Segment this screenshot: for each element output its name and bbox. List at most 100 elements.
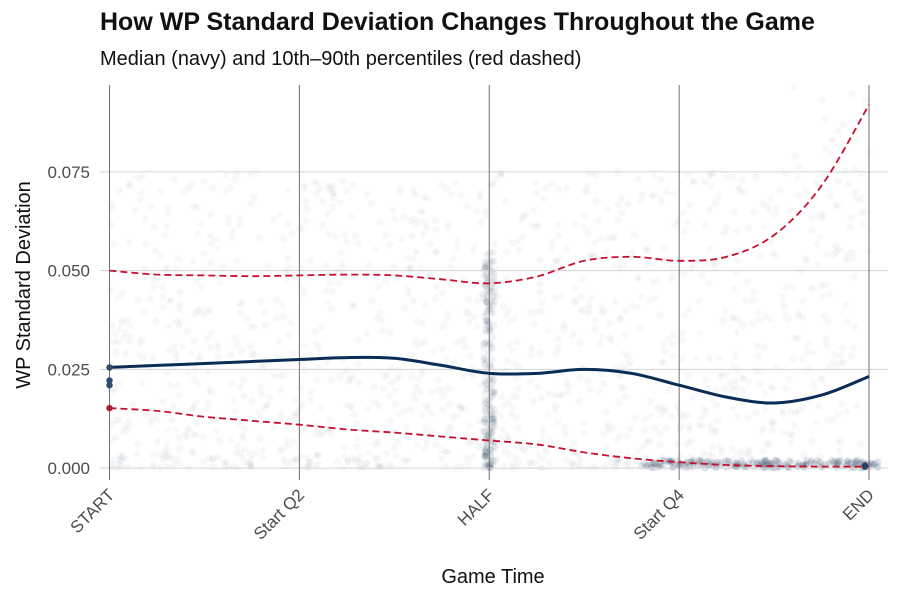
scatter-point: [491, 442, 499, 450]
scatter-point: [482, 452, 490, 460]
scatter-point: [739, 401, 747, 409]
scatter-point: [552, 350, 559, 357]
scatter-point: [248, 397, 256, 405]
scatter-point: [314, 451, 322, 459]
scatter-point: [733, 257, 741, 265]
scatter-point: [536, 288, 544, 296]
scatter-point: [355, 336, 363, 344]
scatter-point: [276, 210, 284, 218]
scatter-point: [413, 317, 421, 325]
scatter-point: [636, 324, 644, 332]
scatter-point: [482, 262, 490, 270]
scatter-point: [203, 334, 211, 342]
scatter-point: [190, 258, 198, 266]
scatter-point: [558, 391, 566, 399]
scatter-point: [508, 403, 516, 410]
scatter-point: [490, 274, 498, 281]
scatter-point: [621, 393, 629, 401]
scatter-point: [810, 459, 818, 467]
scatter-point: [447, 263, 455, 271]
scatter-point: [515, 246, 523, 254]
scatter-point: [480, 272, 488, 280]
scatter-point: [597, 370, 605, 378]
scatter-point: [480, 428, 488, 436]
scatter-point: [482, 398, 489, 406]
scatter-point: [527, 378, 534, 385]
scatter-point: [190, 431, 197, 439]
scatter-point: [281, 268, 289, 275]
scatter-point: [705, 172, 713, 179]
scatter-point: [134, 296, 142, 304]
scatter-point: [193, 277, 201, 285]
scatter-point: [482, 211, 490, 219]
scatter-point: [504, 398, 512, 406]
scatter-point: [617, 384, 625, 391]
scatter-point: [626, 425, 634, 433]
scatter-point: [684, 440, 691, 448]
scatter-point: [260, 309, 268, 317]
scatter-point: [233, 257, 241, 265]
scatter-point: [330, 193, 338, 201]
scatter-point: [480, 349, 488, 357]
scatter-point: [390, 263, 398, 271]
scatter-point: [616, 372, 624, 380]
scatter-point: [730, 208, 738, 216]
series-line-1: [109, 104, 870, 285]
scatter-point: [630, 230, 638, 238]
scatter-point: [682, 462, 690, 470]
scatter-point: [266, 393, 274, 401]
scatter-point: [552, 257, 560, 264]
scatter-point: [259, 360, 267, 368]
scatter-point: [115, 460, 123, 468]
scatter-point: [426, 272, 434, 280]
scatter-point: [164, 264, 172, 272]
scatter-point: [647, 463, 655, 471]
scatter-point: [786, 430, 794, 438]
scatter-point: [483, 307, 491, 315]
scatter-point: [737, 456, 745, 464]
scatter-point: [739, 387, 747, 394]
scatter-point: [382, 278, 390, 285]
scatter-point: [125, 338, 133, 346]
scatter-point: [733, 328, 741, 336]
scatter-point: [717, 444, 725, 451]
scatter-point: [695, 298, 703, 306]
scatter-point: [457, 405, 465, 413]
scatter-point: [351, 232, 359, 240]
scatter-point: [533, 223, 541, 231]
scatter-point: [282, 277, 290, 284]
scatter-point: [853, 458, 860, 466]
scatter-point: [621, 331, 629, 339]
scatter-point: [503, 248, 511, 256]
scatter-point: [508, 346, 516, 354]
scatter-point: [200, 178, 208, 186]
scatter-point: [695, 457, 703, 465]
scatter-point: [312, 430, 320, 438]
start-marker: [106, 382, 113, 389]
scatter-point: [738, 176, 746, 184]
scatter-point: [585, 305, 593, 313]
scatter-point: [506, 340, 513, 348]
scatter-point: [257, 298, 265, 306]
scatter-point: [464, 440, 472, 448]
scatter-point: [489, 181, 497, 189]
scatter-point: [726, 380, 734, 387]
scatter-point: [786, 455, 794, 463]
scatter-point: [259, 454, 267, 462]
scatter-point: [199, 433, 206, 441]
scatter-point: [439, 392, 447, 400]
scatter-point: [486, 446, 494, 454]
scatter-point: [480, 416, 488, 424]
scatter-point: [482, 400, 490, 408]
scatter-point: [787, 458, 795, 466]
scatter-point: [761, 406, 769, 414]
scatter-point: [371, 454, 379, 462]
scatter-point: [604, 234, 612, 242]
scatter-point: [138, 188, 146, 196]
scatter-point: [607, 459, 615, 467]
scatter-point: [563, 378, 571, 386]
scatter-point: [202, 308, 210, 315]
scatter-point: [403, 254, 411, 262]
scatter-point: [829, 415, 836, 423]
scatter-point: [256, 435, 264, 442]
